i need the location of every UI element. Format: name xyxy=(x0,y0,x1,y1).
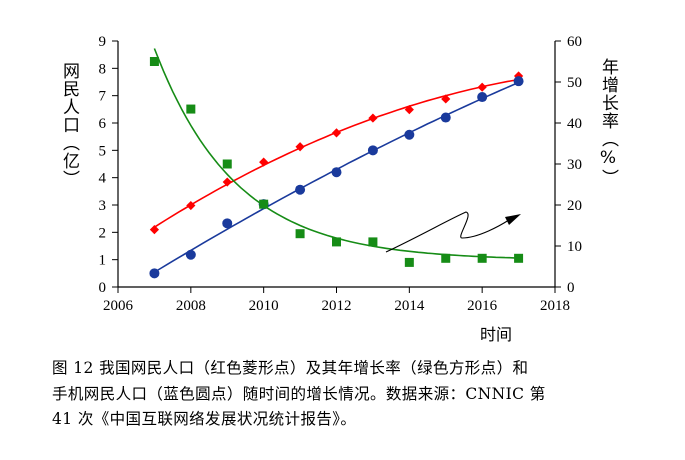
x-tick-label: 2014 xyxy=(394,298,425,314)
circle-point xyxy=(149,268,160,279)
square-point xyxy=(332,237,341,247)
x-tick-label: 2006 xyxy=(103,298,134,314)
square-point xyxy=(404,257,414,267)
y-right-tick-label: 40 xyxy=(567,116,582,132)
y-left-tick-label: 6 xyxy=(99,116,107,132)
circle-point xyxy=(367,145,378,156)
chart-axes xyxy=(112,40,561,293)
growth-chart: 2006 2008 2010 2012 2014 2016 2018 0 1 2 3 4 5 6 7 8 9 0 1… xyxy=(99,34,583,314)
square-point xyxy=(149,57,159,66)
y-left-tick-label: 8 xyxy=(99,61,107,77)
y-left-tick-label: 7 xyxy=(99,89,107,105)
y-right-tick-label: 30 xyxy=(567,157,582,173)
x-tick-label: 2010 xyxy=(249,298,279,314)
diamond-point xyxy=(331,128,342,138)
square-point xyxy=(368,237,378,247)
diamond-point xyxy=(368,113,378,123)
y-right-tick-label: 20 xyxy=(567,198,582,214)
square-point xyxy=(441,253,451,263)
tick-labels: 2006 2008 2010 2012 2014 2016 2018 0 1 2 3 4 5 6 7 8 9 0 1… xyxy=(99,34,583,314)
diamond-point xyxy=(404,105,414,115)
diamond-point xyxy=(259,157,269,167)
square-point xyxy=(295,229,305,239)
square-point xyxy=(514,253,524,263)
trend-arrow-line xyxy=(385,211,513,253)
y-left-tick-label: 0 xyxy=(99,280,107,296)
circle-point xyxy=(222,218,233,229)
x-tick-label: 2008 xyxy=(176,298,206,314)
circle-point xyxy=(185,249,196,260)
square-point xyxy=(477,253,487,263)
trend-arrow xyxy=(385,211,521,253)
y-left-tick-label: 5 xyxy=(99,143,107,159)
circle-point xyxy=(440,112,451,123)
circle-point xyxy=(295,184,306,195)
data-markers xyxy=(149,57,524,279)
y-right-tick-label: 50 xyxy=(567,75,582,91)
y-axis-right-label: 年增长率（%） xyxy=(598,58,618,187)
y-left-tick-label: 9 xyxy=(99,34,107,50)
y-left-tick-label: 2 xyxy=(99,225,107,241)
square-point xyxy=(259,199,269,209)
circle-point xyxy=(477,92,488,103)
caption-line-1: 图 12 我国网民人口（红色菱形点）及其年增长率（绿色方形点）和 xyxy=(52,359,529,377)
diamond-point xyxy=(149,225,160,235)
diamond-point xyxy=(186,200,196,211)
x-tick-label: 2012 xyxy=(322,298,352,314)
y-right-tick-label: 10 xyxy=(567,239,582,255)
x-tick-label: 2018 xyxy=(540,298,570,314)
square-point xyxy=(186,104,196,114)
circle-point xyxy=(404,129,415,140)
diamond-point xyxy=(222,177,232,187)
y-left-tick-label: 4 xyxy=(99,171,107,187)
y-axis-left-label: 网民人口（亿） xyxy=(59,62,79,188)
trend-arrow-head xyxy=(505,214,521,225)
diamond-point xyxy=(295,142,305,152)
y-right-tick-label: 0 xyxy=(567,280,575,296)
diamond-point xyxy=(441,94,451,104)
diamond-point xyxy=(477,82,487,92)
y-left-tick-label: 3 xyxy=(99,198,107,214)
circle-point xyxy=(513,76,524,87)
y-right-tick-label: 60 xyxy=(567,34,582,50)
caption-line-3: 41 次《中国互联网络发展状况统计报告》。 xyxy=(52,410,357,428)
caption-line-2: 手机网民人口（蓝色圆点）随时间的增长情况。数据来源：CNNIC 第 xyxy=(52,384,546,403)
x-axis-label: 时间 xyxy=(480,325,513,344)
x-tick-label: 2016 xyxy=(467,298,498,314)
circle-point xyxy=(331,167,342,178)
square-point xyxy=(222,159,232,169)
figure-caption: 图 12 我国网民人口（红色菱形点）及其年增长率（绿色方形点）和 手机网民人口（… xyxy=(52,356,637,433)
y-left-tick-label: 1 xyxy=(99,253,107,269)
